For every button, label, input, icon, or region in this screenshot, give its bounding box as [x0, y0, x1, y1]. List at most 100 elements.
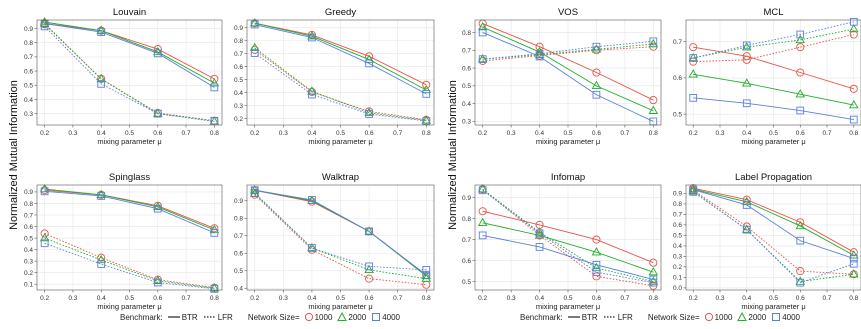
data-point-triangle — [421, 115, 432, 124]
data-point-triangle — [477, 184, 488, 193]
data-point-square — [796, 278, 805, 287]
series-line-btr-1000 — [693, 187, 854, 253]
x-tick-label: 0.2 — [478, 130, 487, 137]
data-point-square — [478, 55, 487, 64]
y-tick-label: 0.8 — [462, 30, 471, 37]
x-tick-label: 0.8 — [649, 130, 658, 137]
data-point-circle — [796, 43, 805, 52]
y-tick-label: 0.9 — [234, 25, 243, 32]
y-tick-label: 0.5 — [462, 83, 471, 90]
data-point-square — [422, 271, 431, 279]
panel-mcl: MCL 0.2 0.3 0.4 0.5 0.6 0.7 0.8 mixing parameter… — [673, 7, 861, 146]
x-tick-label: 0.2 — [250, 295, 259, 302]
x-tick-label: 0.2 — [40, 130, 49, 137]
series-line-lfr-2000 — [254, 47, 427, 121]
x-tick-label: 0.4 — [535, 130, 544, 137]
legend-solid-line-icon — [167, 316, 180, 318]
y-tick-label: 0.7 — [673, 39, 682, 46]
y-tick-label: 0.6 — [24, 224, 33, 231]
legend-size-2000: 2000 — [737, 312, 766, 322]
series-line-btr-2000 — [254, 22, 427, 91]
x-tick-label: 0.5 — [563, 130, 572, 137]
series-line-lfr-1000 — [693, 34, 854, 63]
series-line-btr-4000 — [254, 24, 427, 95]
data-point-triangle — [795, 89, 806, 98]
data-point-triangle — [795, 220, 806, 230]
x-tick-label: 0.3 — [715, 130, 724, 137]
data-point-square — [535, 49, 544, 58]
data-point-triangle — [96, 254, 106, 264]
data-point-triangle — [591, 80, 602, 90]
data-point-square — [535, 243, 544, 251]
x-axis-label: mixing parameter μ — [741, 137, 805, 146]
panel-vos: VOS 0.2 0.3 0.4 0.5 0.6 0.7 0.8 mixing parameter… — [462, 7, 662, 146]
x-tick-label: 0.5 — [125, 295, 134, 302]
data-point-triangle — [307, 31, 317, 40]
legend-size-4000: 4000 — [371, 312, 400, 322]
data-point-square — [592, 268, 601, 277]
x-tick-label: 0.4 — [535, 295, 544, 302]
legend-size-4000-text: 4000 — [782, 312, 800, 322]
y-tick-label: 0.9 — [673, 191, 682, 198]
legend-btr-text: BTR — [581, 312, 598, 322]
data-point-circle — [592, 235, 601, 244]
x-tick-label: 0.3 — [279, 130, 288, 137]
y-tick-label: 0.5 — [234, 268, 243, 275]
y-tick-label: 0.7 — [462, 48, 471, 55]
panel-label-propagation: Label Propagation 0.2 0.3 0.4 0.5 0.6 0.7 0.8 mi… — [673, 172, 861, 311]
data-point-circle — [592, 272, 601, 281]
series-line-btr-4000 — [44, 23, 215, 88]
data-point-square — [422, 266, 431, 274]
panel-title: VOS — [558, 7, 578, 18]
data-point-circle — [742, 195, 751, 204]
x-axis-label: mixing parameter μ — [536, 302, 600, 311]
data-point-square — [250, 20, 259, 29]
data-point-square — [250, 189, 259, 197]
data-point-circle — [153, 45, 162, 54]
data-point-square — [742, 41, 751, 50]
data-point-square — [365, 227, 373, 236]
panel-title: Greedy — [325, 7, 356, 18]
x-tick-label: 0.2 — [478, 295, 487, 302]
data-point-triangle — [364, 264, 374, 274]
x-tick-label: 0.4 — [97, 295, 106, 302]
data-point-circle — [422, 80, 431, 89]
data-point-triangle — [477, 54, 488, 63]
legend-lfr-text: LFR — [217, 312, 233, 322]
legend-lfr: LFR — [603, 313, 633, 322]
x-tick-label: 0.5 — [769, 295, 778, 302]
series-line-btr-4000 — [693, 97, 854, 121]
legend-size-1000: 1000 — [704, 312, 732, 322]
data-point-square — [422, 117, 431, 125]
series-line-btr-2000 — [482, 26, 654, 112]
y-tick-label: 0.6 — [462, 258, 471, 265]
panel-infomap: Infomap 0.2 0.3 0.4 0.5 0.6 0.7 0.8 mixing param… — [462, 172, 662, 311]
panel-walktrap: Walktrap 0.2 0.3 0.4 0.5 0.6 0.7 0.8 mixing para… — [234, 172, 435, 311]
data-point-square — [40, 187, 49, 196]
y-tick-label: 0.8 — [673, 201, 682, 208]
data-point-square — [649, 37, 658, 46]
data-point-square — [742, 201, 751, 209]
series-line-btr-4000 — [693, 189, 854, 259]
data-point-circle — [849, 248, 858, 257]
data-point-square — [478, 186, 487, 195]
series-line-btr-4000 — [254, 189, 427, 276]
legend-size-label: Network Size= — [647, 312, 700, 322]
x-tick-label: 0.3 — [507, 295, 516, 302]
data-point-triangle — [849, 23, 859, 33]
x-axis-label: mixing parameter μ — [536, 137, 600, 146]
y-tick-label: 0.9 — [24, 189, 33, 196]
data-point-square — [40, 22, 49, 31]
x-tick-label: 0.5 — [769, 130, 778, 137]
y-tick-label: 0.8 — [234, 216, 243, 223]
legend-right: Benchmark: BTR LFR Network Size= 1000 20… — [520, 310, 805, 324]
x-tick-label: 0.8 — [849, 130, 858, 137]
y-tick-label: 0.9 — [462, 195, 471, 202]
y-tick-label: 0.4 — [234, 90, 243, 97]
panel-title: Label Propagation — [735, 172, 812, 183]
data-point-circle — [478, 207, 487, 216]
y-tick-label: 0.8 — [234, 38, 243, 45]
y-tick-label: 0.4 — [673, 243, 682, 250]
data-point-circle — [742, 55, 751, 64]
legend-size-2000-text: 2000 — [748, 312, 767, 322]
